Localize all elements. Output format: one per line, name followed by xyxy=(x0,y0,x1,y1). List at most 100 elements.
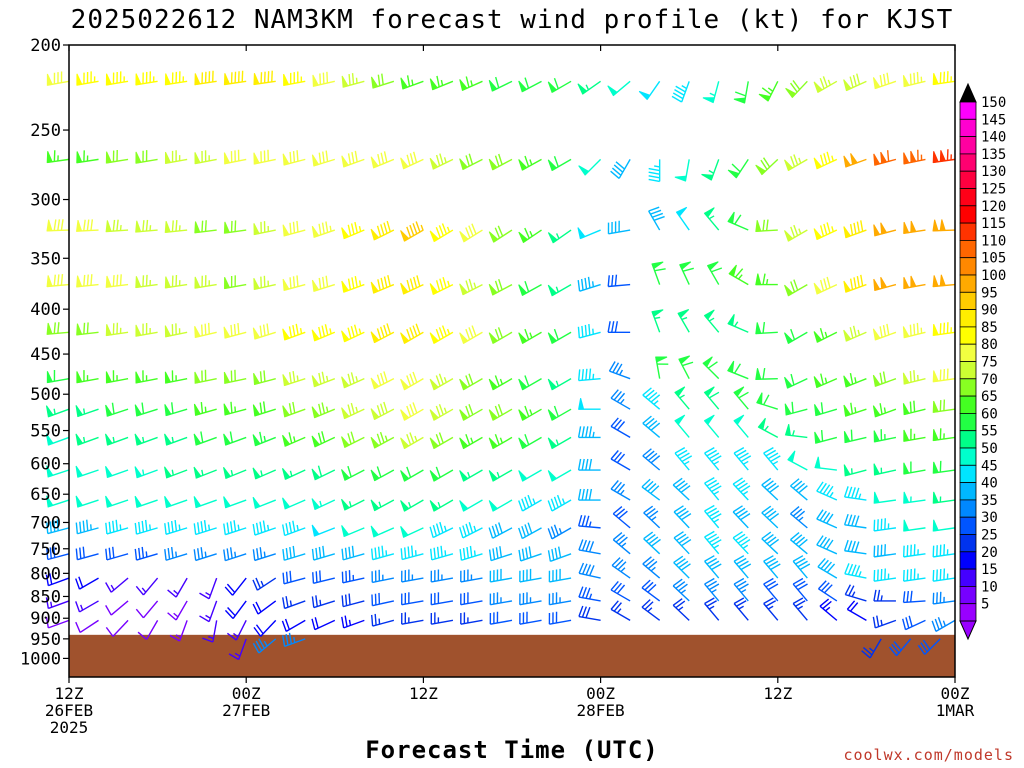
wind-barb-flag xyxy=(253,152,260,165)
wind-barb-feather xyxy=(75,522,79,534)
y-tick-label: 900 xyxy=(30,609,61,629)
wind-barb xyxy=(610,417,631,439)
wind-barb-feather xyxy=(435,405,441,417)
wind-barb-flag xyxy=(674,386,686,397)
wind-barb-feather xyxy=(281,620,287,632)
wind-barb-feather xyxy=(406,75,411,87)
wind-barb-feather xyxy=(820,582,830,592)
wind-barb xyxy=(135,71,158,86)
wind-barb-feather xyxy=(409,278,414,290)
wind-barb xyxy=(105,619,129,637)
wind-barb xyxy=(816,481,838,501)
wind-barb-feather xyxy=(468,404,474,416)
wind-barb-feather xyxy=(642,556,652,565)
wind-barb-feather xyxy=(879,372,883,384)
wind-barb-feather xyxy=(321,402,326,414)
wind-barb xyxy=(401,592,424,606)
wind-barb xyxy=(370,466,395,482)
wind-barb-flag xyxy=(105,324,112,337)
wind-barb xyxy=(75,619,99,634)
wind-barb-flag xyxy=(903,221,910,234)
colorbar-label: 100 xyxy=(981,268,1006,284)
wind-barb-feather xyxy=(847,563,854,575)
wind-barb-feather xyxy=(553,156,559,168)
wind-barb xyxy=(519,611,542,625)
wind-barb xyxy=(194,70,217,86)
wind-barb xyxy=(488,546,513,562)
wind-barb-feather xyxy=(826,539,834,550)
wind-barb-feather xyxy=(204,220,207,232)
wind-barb-feather xyxy=(233,323,237,336)
wind-barb-feather xyxy=(820,559,829,570)
wind-barb-feather xyxy=(497,404,503,416)
wind-barb xyxy=(459,325,483,345)
wind-barb xyxy=(578,514,601,529)
wind-barb xyxy=(790,531,808,555)
wind-barb-half-feather xyxy=(110,584,115,591)
wind-barb-feather xyxy=(82,546,85,558)
wind-barb-flag xyxy=(932,323,939,336)
wind-barb-feather xyxy=(585,426,589,438)
wind-barb-flag xyxy=(341,469,351,481)
wind-barb-flag xyxy=(76,73,83,86)
wind-barb-half-feather xyxy=(621,542,627,548)
wind-barb xyxy=(873,463,897,476)
wind-barb-feather xyxy=(577,426,582,438)
wind-barb-feather xyxy=(902,591,906,603)
wind-barb-feather xyxy=(412,151,418,163)
wind-barb-feather xyxy=(435,280,441,292)
wind-barb xyxy=(252,577,277,591)
wind-barb-flag xyxy=(872,405,881,418)
wind-barb-shaft xyxy=(792,583,808,602)
wind-barb-feather xyxy=(916,322,919,335)
wind-barb-half-feather xyxy=(616,608,622,614)
wind-barb-feather xyxy=(704,477,715,484)
wind-barb-half-feather xyxy=(112,436,115,443)
wind-barb-feather xyxy=(203,520,207,532)
colorbar-label: 105 xyxy=(981,251,1006,267)
wind-barb-feather xyxy=(643,531,654,540)
wind-barb-flag xyxy=(164,404,172,417)
wind-barb-feather xyxy=(581,426,585,438)
wind-barb-flag xyxy=(223,221,231,234)
wind-barb-feather xyxy=(498,522,503,534)
wind-barb xyxy=(816,535,838,555)
wind-barb-feather xyxy=(255,522,260,535)
wind-barb-half-feather xyxy=(555,286,559,293)
colorbar-label: 5 xyxy=(981,597,989,613)
wind-barb-half-feather xyxy=(654,316,661,320)
wind-barb xyxy=(641,478,661,501)
wind-barb-feather xyxy=(376,225,382,237)
wind-barb-feather xyxy=(853,277,857,289)
wind-barb xyxy=(578,562,601,579)
wind-barb-feather xyxy=(819,536,827,547)
wind-barb-shaft xyxy=(79,600,99,613)
wind-barb-flag xyxy=(547,470,558,482)
wind-barb-feather xyxy=(295,323,299,336)
wind-barb xyxy=(459,278,483,296)
wind-barb-feather xyxy=(672,477,683,486)
wind-barb-half-feather xyxy=(171,469,174,476)
wind-barb-flag xyxy=(223,152,231,165)
wind-barb-half-feather xyxy=(142,436,145,443)
wind-barb-feather xyxy=(581,515,586,527)
wind-barb-feather xyxy=(577,326,581,339)
wind-barb-flag xyxy=(105,433,113,446)
wind-barb-feather xyxy=(386,323,391,335)
wind-barb-feather xyxy=(672,92,684,100)
wind-barb xyxy=(459,469,483,482)
wind-barb-feather xyxy=(350,326,355,338)
wind-barb-flag xyxy=(755,220,762,232)
wind-barb xyxy=(932,149,956,164)
wind-barb-flag xyxy=(46,371,53,384)
wind-barb-feather xyxy=(289,222,292,235)
wind-barb xyxy=(105,149,129,164)
wind-barb-feather xyxy=(675,581,686,589)
wind-barb-feather xyxy=(266,323,270,335)
wind-barb-feather xyxy=(732,505,743,513)
wind-barb-feather xyxy=(934,618,940,630)
wind-barb-feather xyxy=(262,324,266,336)
wind-barb-flag xyxy=(311,498,321,511)
wind-barb xyxy=(226,620,247,641)
wind-barb-feather xyxy=(433,547,436,559)
